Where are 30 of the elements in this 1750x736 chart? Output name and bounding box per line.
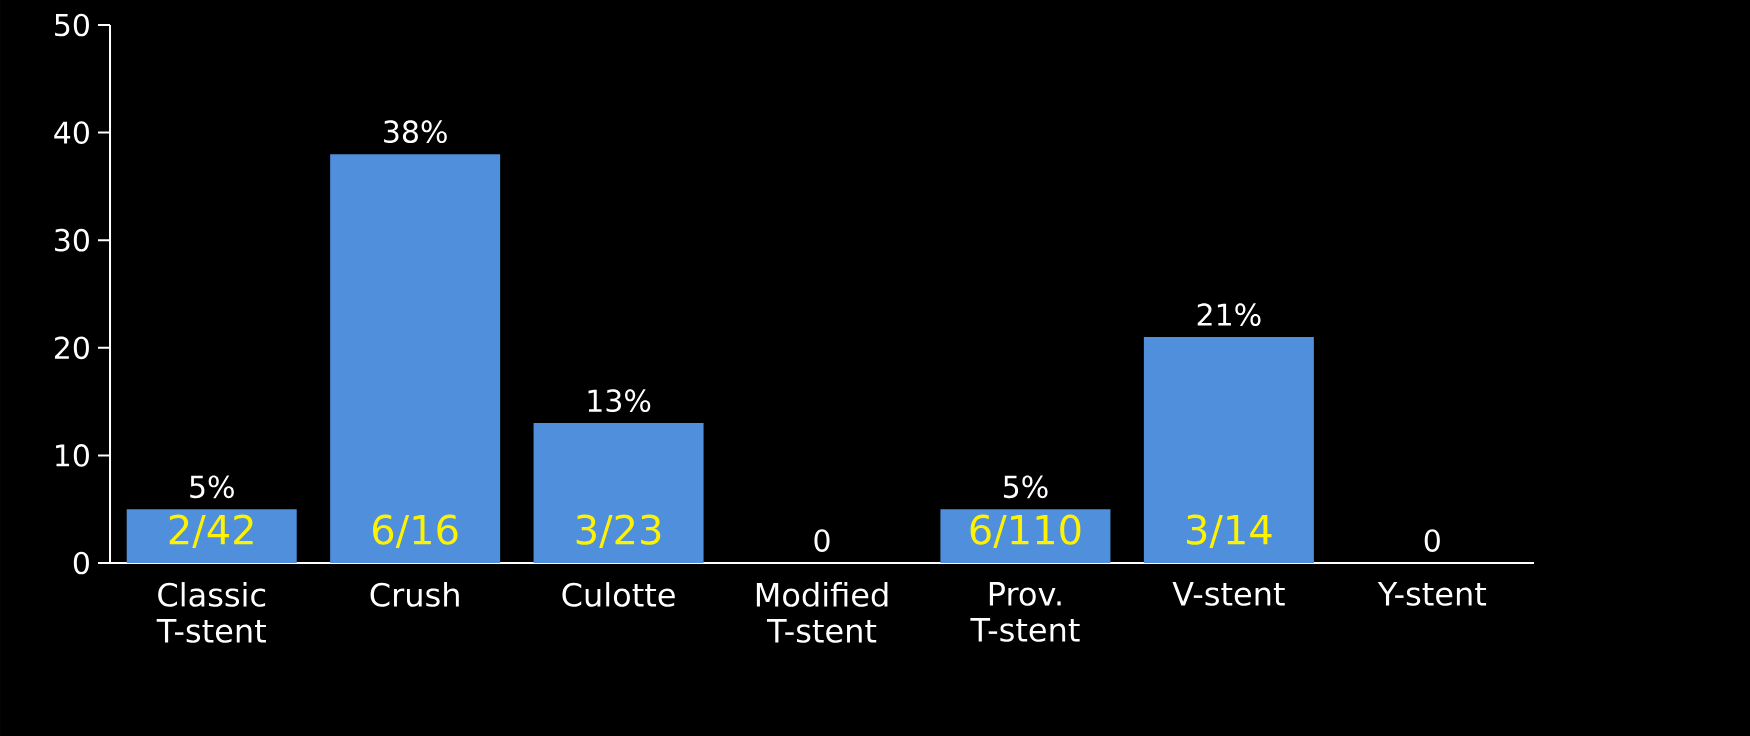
- y-tick-label: 20: [54, 336, 89, 360]
- bar: [1143, 337, 1314, 563]
- data-label: 13%: [588, 389, 651, 413]
- x-tick-label: Y-stent: [1377, 582, 1487, 606]
- data-label: 0: [814, 529, 830, 552]
- y-tick-label: 30: [55, 228, 89, 252]
- x-tick-label: Modified T-stent: [756, 582, 888, 643]
- x-tick-label: V-stent: [1172, 582, 1285, 606]
- y-tick-label: 0: [73, 551, 89, 575]
- bar: [126, 509, 297, 563]
- bar: [330, 154, 501, 563]
- bar: [533, 423, 704, 563]
- data-label: 21%: [1197, 303, 1261, 326]
- x-tick-label: Prov. T-stent: [970, 582, 1080, 642]
- annotation: 6/110: [970, 514, 1081, 548]
- y-tick-label: 40: [54, 121, 89, 144]
- data-label: 5%: [190, 475, 234, 499]
- data-label: 0: [1424, 529, 1440, 552]
- x-tick-label: Classic T-stent: [156, 582, 266, 643]
- annotation: 3/23: [576, 514, 661, 548]
- annotation: 6/16: [373, 514, 458, 548]
- y-tick-label: 10: [56, 444, 89, 467]
- data-label: 38%: [384, 120, 447, 144]
- x-tick-label: Culotte: [562, 582, 675, 607]
- annotation: 2/42: [169, 514, 253, 548]
- data-label: 5%: [1003, 475, 1048, 499]
- x-tick-label: Crush: [370, 582, 459, 607]
- bar: [940, 509, 1111, 563]
- y-tick-label: 50: [55, 13, 89, 37]
- annotation: 3/14: [1186, 514, 1272, 548]
